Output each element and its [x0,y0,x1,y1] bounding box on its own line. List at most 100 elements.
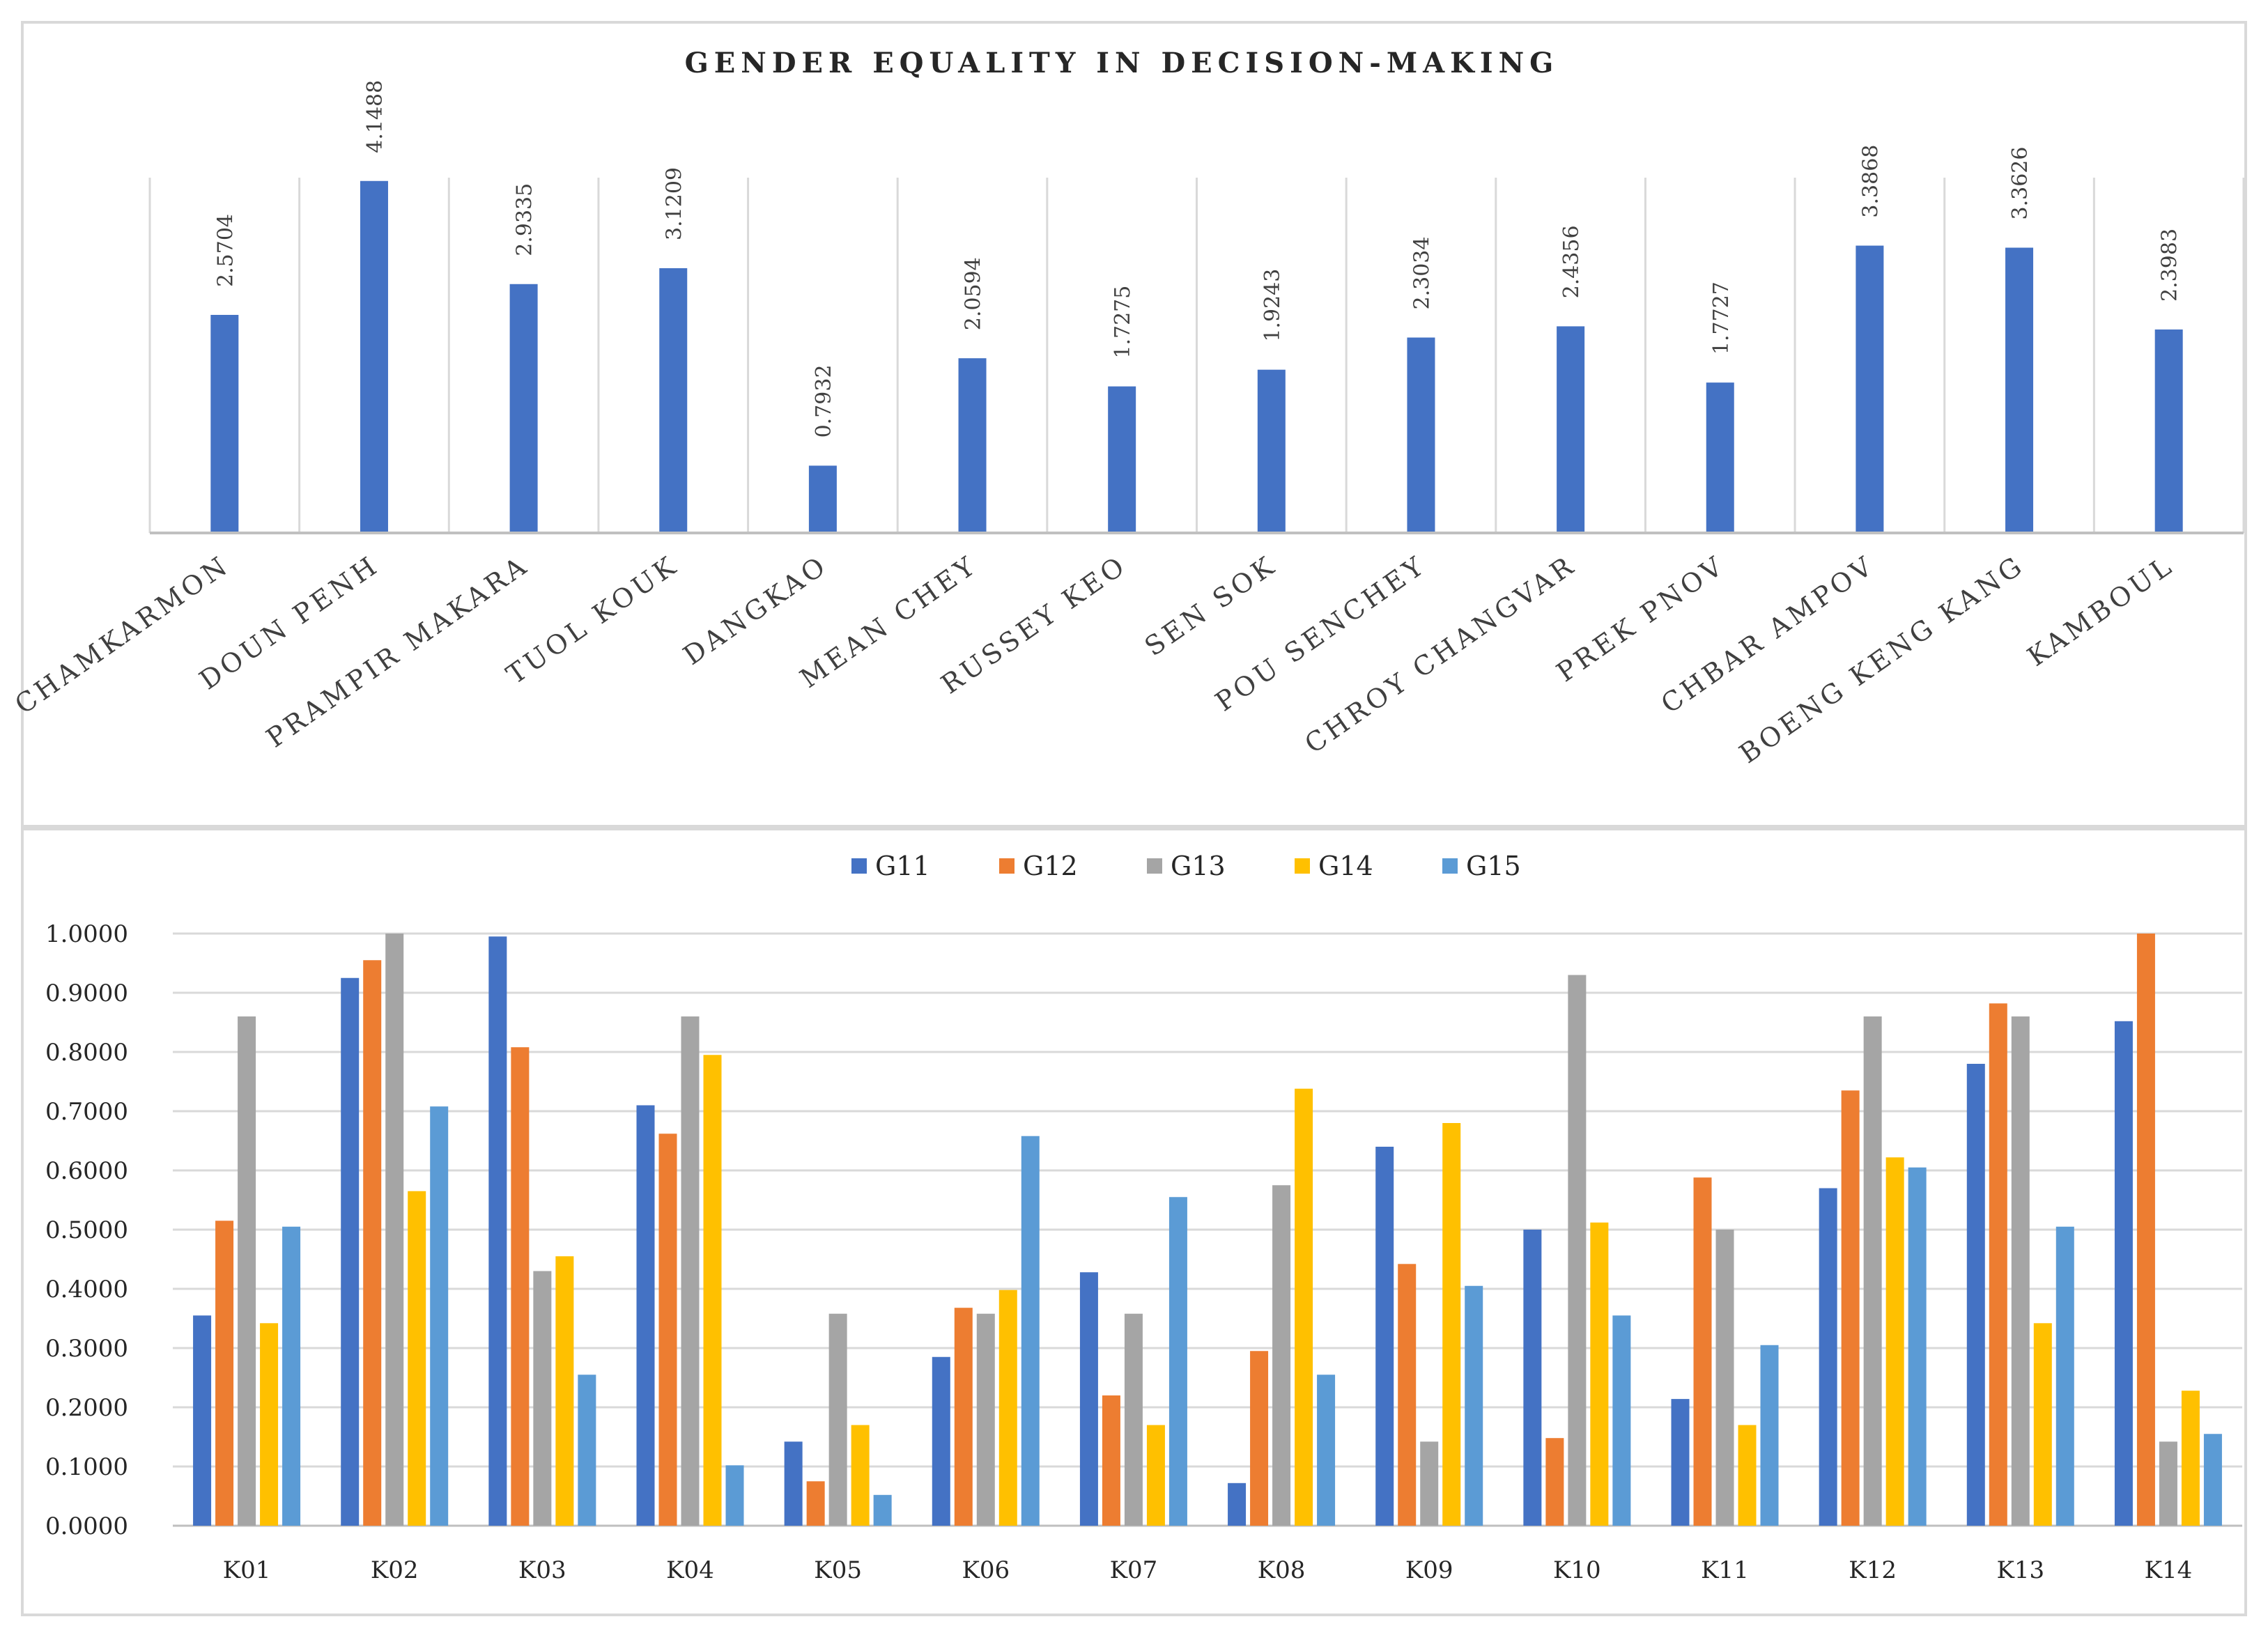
bar-k14-g14 [2181,1391,2200,1526]
bar-k09-g11 [1375,1147,1394,1526]
value-label: 2.5704 [213,214,238,287]
data-labels: 2.5704 4.1488 2.9335 3.1209 0.7932 2.0594 1.72… [213,80,2182,438]
value-label: 2.9335 [513,183,537,256]
value-label: 3.3868 [1858,145,1883,218]
x-tick-label: K08 [1258,1556,1306,1584]
bar-k07-g15 [1168,1197,1187,1526]
value-label: 2.4356 [1559,225,1584,298]
bar-russey-keo [1108,386,1136,533]
horizontal-gridlines [173,932,2242,1527]
bar-k13-g15 [2055,1226,2074,1526]
bar-k06-g13 [976,1313,995,1526]
value-label: 2.3034 [1410,237,1434,310]
x-tick-label: K13 [1996,1556,2044,1584]
legend-label: G12 [1023,851,1078,881]
bar-k13-g13 [2011,1016,2030,1526]
bar-k03-g11 [488,936,507,1526]
y-tick-label: 0.0000 [45,1512,128,1540]
category-label: CHROY CHANGVAR [1299,549,1581,759]
x-tick-label: K07 [1110,1556,1158,1584]
bar-k08-g14 [1295,1088,1313,1526]
value-label: 3.3626 [2008,147,2032,220]
x-tick-label: K11 [1701,1556,1749,1584]
bar-k05-g14 [851,1425,870,1526]
bar-prampir-makara [509,284,538,533]
bar-k02-g14 [408,1191,426,1526]
bar-k14-g13 [2159,1441,2177,1526]
y-tick-label: 0.8000 [45,1039,128,1067]
x-tick-label: K05 [814,1556,862,1584]
y-tick-label: 0.1000 [45,1453,128,1481]
bar-k01-g12 [215,1221,234,1526]
legend-label: G13 [1171,851,1226,881]
bar-k10-g13 [1568,975,1587,1526]
y-tick-label: 0.2000 [45,1394,128,1422]
indicator-grouped-bar-chart: G11 G12 G13 G14 G15 0.0000 0.1000 0.2000 0.3000… [45,851,2242,1584]
bar-prek-pnov [1706,382,1734,533]
bar-k05-g13 [828,1313,847,1526]
bar-k11-g14 [1738,1425,1757,1526]
bar-k04-g14 [703,1055,722,1526]
value-label: 2.3983 [2158,229,2182,302]
bar-k11-g15 [1760,1345,1779,1526]
x-axis-tick-labels: K01 K02 K03 K04 K05 K06 K07 K08 K09 K10 K11 K12 K13 K… [223,1556,2193,1584]
bar-k10-g14 [1590,1222,1609,1526]
bar-k05-g12 [806,1481,825,1526]
bar-k12-g11 [1819,1188,1837,1526]
x-tick-label: K01 [223,1556,271,1584]
bar-pou-senchey [1407,337,1435,533]
bar-k07-g12 [1102,1395,1120,1526]
bar-chbar-ampov [1856,245,1884,533]
bar-k02-g13 [385,934,404,1526]
bar-k04-g11 [636,1105,655,1526]
bar-k02-g11 [341,977,360,1526]
category-label: BOENG KENG KANG [1734,549,2030,769]
legend-swatch [851,858,867,874]
y-tick-label: 0.7000 [45,1098,128,1126]
bar-k03-g15 [578,1375,596,1526]
value-label: 1.7275 [1111,286,1135,359]
decision-making-bar-chart: GENDER EQUALITY IN DECISION-MAKING 2.570… [9,47,2245,769]
bar-k05-g15 [873,1494,892,1526]
bar-k09-g14 [1442,1123,1461,1526]
x-tick-label: K06 [962,1556,1010,1584]
y-tick-label: 0.6000 [45,1157,128,1185]
category-label: PRAMPIR MAKARA [261,549,534,753]
legend-label: G11 [875,851,930,881]
y-axis-tick-labels: 0.0000 0.1000 0.2000 0.3000 0.4000 0.5000 0.60… [45,920,128,1540]
category-label: CHAMKARMON [9,549,235,720]
bar-k10-g12 [1545,1438,1564,1526]
bar-k04-g12 [658,1133,677,1526]
bar-chroy-changvar [1557,326,1585,533]
bar-k01-g11 [193,1315,212,1526]
chart-title: GENDER EQUALITY IN DECISION-MAKING [685,47,1559,79]
bar-k03-g12 [511,1047,530,1526]
bar-k02-g12 [363,960,382,1526]
y-tick-label: 0.9000 [45,980,128,1007]
x-tick-label: K03 [518,1556,566,1584]
value-label: 1.7727 [1709,281,1734,355]
bar-k13-g14 [2033,1323,2052,1526]
bar-k08-g13 [1272,1185,1291,1526]
bar-kamboul [2154,329,2183,533]
grouped-bars [193,934,2222,1526]
legend-label: G15 [1466,851,1521,881]
vertical-gridlines [148,178,2245,533]
bar-k10-g11 [1523,1230,1542,1526]
bar-chamkarmon [210,314,239,533]
bar-k13-g11 [1966,1064,1985,1526]
bar-k12-g15 [1908,1167,1927,1526]
bar-k13-g12 [1989,1003,2007,1526]
bar-k04-g13 [681,1016,700,1526]
legend-swatch [1295,858,1310,874]
bar-k12-g13 [1863,1016,1882,1526]
bar-k08-g11 [1228,1483,1247,1526]
bar-k03-g13 [533,1271,552,1526]
bar-k11-g13 [1715,1230,1734,1526]
bar-k01-g14 [260,1323,279,1526]
bar-k02-g15 [430,1106,449,1526]
bar-k12-g12 [1841,1090,1860,1526]
bar-k09-g12 [1398,1264,1417,1526]
